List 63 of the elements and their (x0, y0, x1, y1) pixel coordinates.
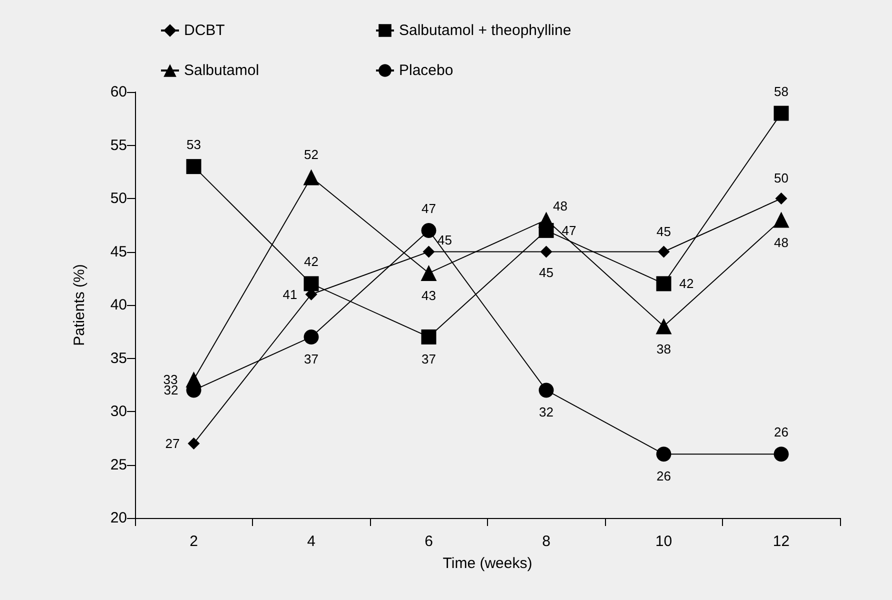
x-tick-label: 6 (424, 533, 433, 550)
data-label: 43 (422, 288, 436, 304)
point (538, 212, 554, 228)
data-label: 27 (165, 436, 180, 451)
data-label: 45 (438, 232, 452, 248)
data-label: 26 (656, 468, 671, 484)
y-tick-label: 60 (110, 84, 127, 100)
data-label: 38 (656, 341, 671, 356)
data-label: 47 (562, 222, 576, 238)
x-tick-label: 2 (190, 533, 198, 550)
point (188, 437, 200, 450)
point (773, 212, 790, 228)
point (421, 222, 436, 238)
data-label: 42 (679, 276, 694, 292)
data-label: 53 (186, 137, 201, 152)
x-tick-label: 12 (772, 533, 790, 550)
data-label: 48 (774, 234, 788, 250)
data-label: 32 (539, 404, 554, 420)
y-axis-title: Patients (%) (71, 264, 88, 346)
y-tick-label: 30 (110, 403, 127, 420)
y-tick-label: 20 (110, 510, 127, 526)
point (304, 329, 319, 344)
legend-label: Salbutamol (184, 62, 260, 79)
data-label: 37 (304, 351, 318, 366)
legend-label: DCBT (184, 22, 225, 39)
x-tick-label: 10 (655, 533, 672, 550)
point (538, 382, 554, 398)
data-label: 42 (304, 254, 318, 270)
point (304, 276, 319, 292)
point (186, 159, 202, 174)
point (656, 276, 672, 292)
data-label: 58 (774, 84, 788, 99)
point (420, 265, 437, 282)
data-label: 45 (656, 224, 671, 239)
point (774, 446, 789, 462)
y-tick-label: 50 (110, 190, 127, 207)
y-tick-label: 40 (110, 296, 127, 314)
x-axis-title: Time (weeks) (442, 555, 532, 572)
x-tick-label: 8 (542, 533, 550, 550)
legend-label: Placebo (399, 62, 454, 79)
y-tick-label: 55 (110, 136, 127, 154)
point (656, 446, 672, 462)
legend-label: Salbutamol + theophylline (399, 22, 572, 39)
y-tick-label: 45 (110, 243, 127, 260)
point (303, 169, 320, 186)
data-label: 48 (553, 198, 568, 214)
x-tick-label: 4 (307, 533, 316, 550)
point (774, 106, 789, 121)
data-label: 41 (282, 286, 298, 302)
point (421, 329, 436, 344)
y-tick-label: 25 (110, 456, 127, 474)
data-label: 52 (304, 147, 318, 162)
data-label: 50 (774, 170, 788, 186)
data-label: 37 (422, 351, 436, 366)
point (422, 246, 435, 258)
data-label: 45 (539, 264, 554, 280)
data-label: 47 (422, 200, 436, 216)
point (658, 246, 670, 258)
point (540, 246, 552, 258)
y-tick-label: 35 (110, 350, 127, 367)
data-label: 26 (774, 424, 788, 440)
point (656, 318, 672, 334)
point (775, 192, 788, 204)
